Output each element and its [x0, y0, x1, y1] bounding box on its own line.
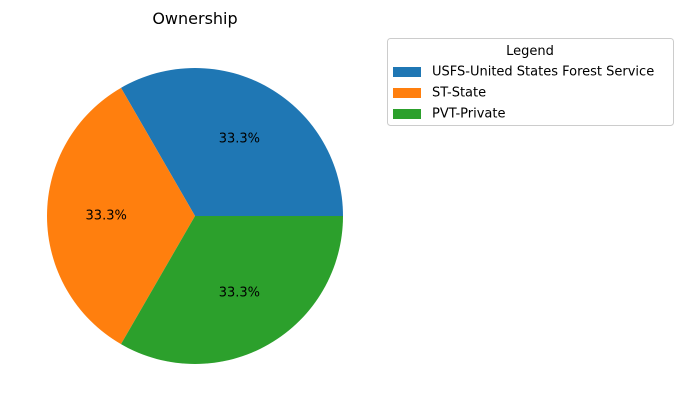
legend-swatch	[393, 109, 421, 119]
legend-label: PVT-Private	[432, 107, 506, 122]
legend: Legend USFS-United States Forest Service…	[387, 38, 674, 126]
legend-label: ST-State	[432, 86, 486, 101]
legend-box	[387, 38, 674, 126]
chart-title: Ownership	[152, 9, 237, 28]
slice-percent-label: 33.3%	[219, 285, 260, 300]
legend-swatch	[393, 88, 421, 98]
pie-slices	[47, 67, 343, 364]
legend-label: USFS-United States Forest Service	[432, 65, 654, 80]
pie-slice	[121, 216, 343, 364]
pie-slice-labels: 33.3% 33.3% 33.3%	[86, 132, 261, 301]
pie-slice	[121, 67, 343, 216]
legend-title: Legend	[506, 44, 554, 59]
slice-percent-label: 33.3%	[86, 209, 127, 224]
legend-swatch	[393, 67, 421, 77]
slice-percent-label: 33.3%	[219, 132, 260, 147]
legend-entries: USFS-United States Forest Service ST-Stat…	[393, 65, 654, 122]
